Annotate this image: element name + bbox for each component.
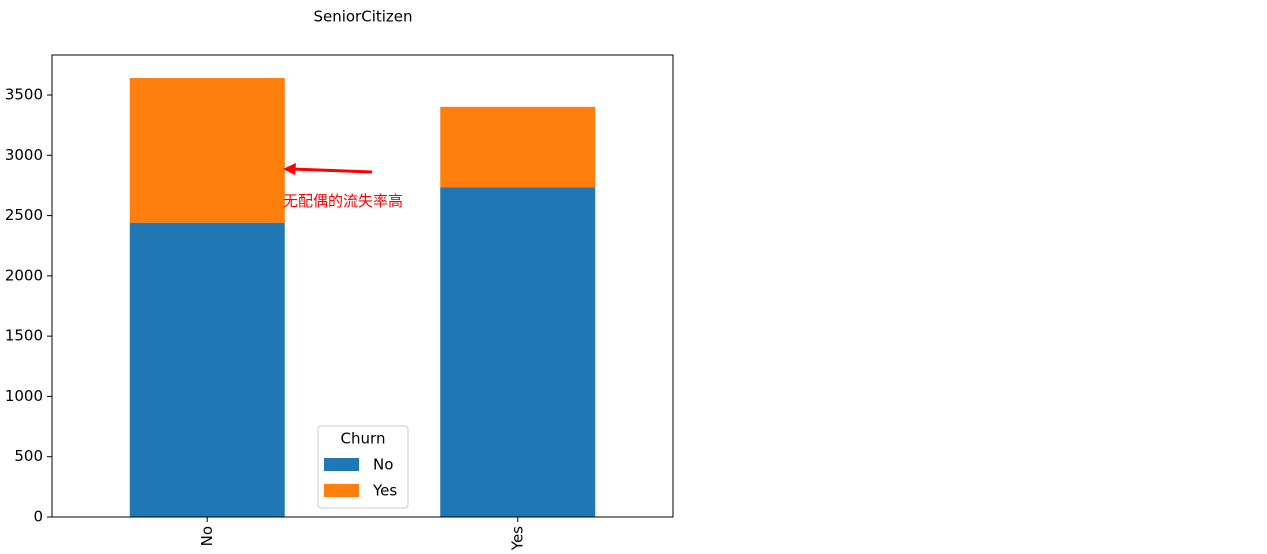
bar-segment: [129, 222, 285, 517]
y-tick-label: 0: [33, 508, 43, 526]
y-tick-label: 2500: [5, 206, 43, 224]
y-tick-label: 500: [14, 447, 43, 465]
bar-segment: [440, 187, 596, 517]
y-tick-label: 2000: [5, 266, 43, 284]
bar-segment: [440, 106, 596, 188]
x-tick-label: Yes: [508, 526, 526, 551]
plot-frame: [51, 54, 674, 518]
legend-swatch: [324, 484, 359, 497]
y-tick-label: 3500: [5, 86, 43, 104]
legend: Churn No Yes: [317, 425, 409, 509]
legend-swatch: [324, 458, 359, 471]
legend-label: No: [373, 456, 393, 474]
bar-segment: [129, 78, 285, 223]
legend-title: Churn: [341, 430, 386, 448]
annotation: 无配偶的流失率高: [283, 192, 403, 210]
legend-label: Yes: [372, 482, 397, 500]
annotation-arrow: [291, 167, 373, 174]
y-tick-label: 1000: [5, 387, 43, 405]
y-tick-label: 3000: [5, 146, 43, 164]
annotation-arrowhead: [283, 163, 296, 175]
y-tick-label: 1500: [5, 327, 43, 345]
chart-title: SeniorCitizen: [313, 8, 412, 26]
x-tick-label: No: [198, 526, 216, 546]
